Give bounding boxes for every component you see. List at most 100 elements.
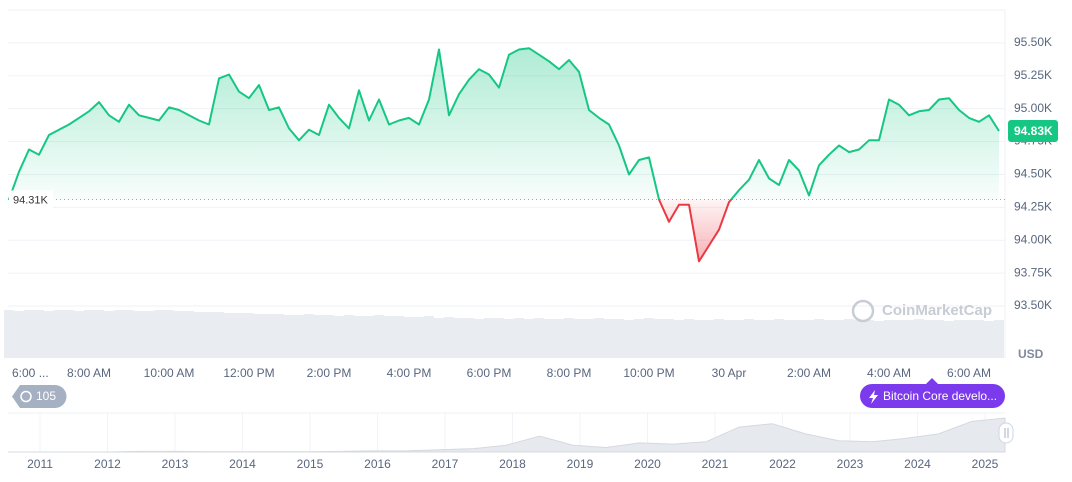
- y-tick-label: 95.00K: [1014, 101, 1052, 115]
- volume-bar: [174, 311, 184, 358]
- x-tick-label: 6:00 AM: [947, 366, 991, 380]
- volume-bar: [154, 310, 164, 358]
- nav-area: [8, 417, 1006, 453]
- y-tick-label: 95.25K: [1014, 68, 1052, 82]
- volume-bar: [904, 320, 914, 358]
- x-tick-label: 30 Apr: [712, 366, 747, 380]
- volume-bar: [104, 311, 114, 358]
- year-label: 2021: [702, 457, 729, 471]
- price-badge-label: 94.83K: [1014, 124, 1053, 138]
- year-label: 2016: [364, 457, 391, 471]
- volume-bar: [604, 319, 614, 358]
- volume-bar: [944, 321, 954, 358]
- year-label: 2024: [904, 457, 931, 471]
- volume-bar: [544, 319, 554, 358]
- volume-bar: [344, 315, 354, 358]
- volume-bar: [914, 319, 924, 358]
- volume-bar: [314, 315, 324, 358]
- watermark: CoinMarketCap: [851, 299, 992, 323]
- volume-bar: [84, 310, 94, 358]
- volume-bar: [364, 316, 374, 358]
- year-label: 2023: [837, 457, 864, 471]
- volume-bar: [494, 318, 504, 358]
- volume-bar: [4, 310, 14, 358]
- volume-bar: [234, 313, 244, 358]
- volume-bar: [124, 310, 134, 358]
- year-label: 2025: [972, 457, 999, 471]
- y-unit: USD: [1018, 347, 1044, 361]
- volume-bar: [554, 319, 564, 358]
- y-tick-label: 94.50K: [1014, 167, 1052, 181]
- volume-bar: [184, 311, 194, 358]
- baseline-badge: [9, 190, 53, 209]
- volume-bar: [224, 313, 234, 358]
- volume-bar: [14, 311, 24, 358]
- volume-bar: [164, 310, 174, 358]
- x-tick-label: 6:00 PM: [467, 366, 512, 380]
- volume-bar: [374, 315, 384, 358]
- volume-bar: [644, 318, 654, 358]
- volume-bar: [24, 310, 34, 358]
- volume-bar: [454, 318, 464, 358]
- volume-bar: [674, 320, 684, 358]
- volume-bar: [974, 320, 984, 358]
- x-tick-label: 2:00 AM: [787, 366, 831, 380]
- volume-bar: [444, 317, 454, 358]
- year-label: 2022: [769, 457, 796, 471]
- x-tick-label: 12:00 PM: [223, 366, 274, 380]
- volume-bar: [434, 318, 444, 358]
- volume-bar: [744, 319, 754, 358]
- price-badge: [1008, 120, 1058, 143]
- volume-bar: [144, 311, 154, 358]
- watermark-text: CoinMarketCap: [882, 302, 992, 319]
- volume-bar: [304, 314, 314, 358]
- volume-bar: [324, 315, 334, 358]
- volume-bar: [964, 320, 974, 358]
- volume-bar: [514, 318, 524, 358]
- x-tick-label: 10:00 AM: [144, 366, 195, 380]
- volume-bar: [54, 310, 64, 358]
- baseline-label: 94.31K: [13, 194, 49, 206]
- volume-bar: [684, 319, 694, 358]
- volume-bar: [894, 320, 904, 358]
- volume-bar: [934, 320, 944, 358]
- volume-bar: [574, 319, 584, 358]
- year-label: 2014: [229, 457, 256, 471]
- y-tick-label: 93.75K: [1014, 265, 1052, 279]
- volume-bar: [394, 316, 404, 358]
- volume-bar: [134, 311, 144, 358]
- volume-bar: [954, 320, 964, 358]
- pill-icon: [869, 390, 878, 404]
- news-pill[interactable]: Bitcoin Core develo...: [860, 378, 1005, 408]
- volume-bar: [734, 320, 744, 358]
- volume-bar: [924, 320, 934, 358]
- volume-bar: [254, 314, 264, 358]
- y-tick-label: 93.50K: [1014, 298, 1052, 312]
- y-tick-label: 94.00K: [1014, 232, 1052, 246]
- volume-bar: [44, 311, 54, 358]
- x-tick-label: 4:00 AM: [867, 366, 911, 380]
- volume-bar: [714, 319, 724, 358]
- year-label: 2012: [94, 457, 121, 471]
- volume-bar: [294, 315, 304, 358]
- x-tick-label: 6:00 ...: [12, 366, 49, 380]
- volume-bar: [624, 320, 634, 358]
- x-tick-label: 8:00 AM: [67, 366, 111, 380]
- volume-bar: [484, 318, 494, 358]
- volume-bar: [74, 311, 84, 358]
- volume-bar: [524, 319, 534, 358]
- volume-bar: [194, 312, 204, 358]
- volume-bar: [404, 317, 414, 358]
- price-line: [8, 47, 1000, 263]
- volume-bar: [704, 320, 714, 358]
- volume-bar: [784, 320, 794, 358]
- volume-bar: [414, 317, 424, 358]
- volume-bar: [504, 319, 514, 358]
- volume-bar: [854, 320, 864, 358]
- volume-bar: [94, 310, 104, 358]
- volume-bar: [284, 315, 294, 358]
- volume-bar: [534, 318, 544, 358]
- history-chip[interactable]: 105: [12, 385, 67, 408]
- year-label: 2020: [634, 457, 661, 471]
